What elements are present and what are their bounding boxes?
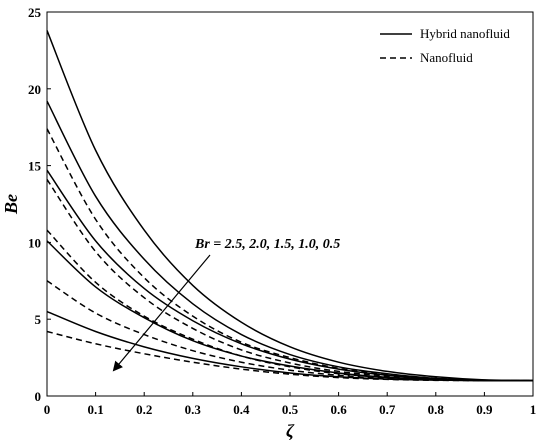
plot-frame [46,11,534,397]
y-tick-label: 5 [35,312,42,327]
y-tick-label: 10 [28,235,41,250]
y-tick-label: 20 [28,82,41,97]
x-tick-label: 0 [44,402,51,417]
hybrid-nanofluid-line-0 [46,30,534,382]
y-axis-label: Be [1,194,21,215]
legend: Hybrid nanofluid Nanofluid [380,26,510,65]
x-tick-label: 0.2 [136,402,152,417]
x-tick-label: 0.5 [282,402,299,417]
y-tick-label: 0 [35,389,42,404]
series-layer [46,30,534,382]
x-tick-label: 1 [530,402,537,417]
br-increase-arrow [112,254,211,372]
legend-label-nanofluid: Nanofluid [420,50,473,65]
x-tick-label: 0.4 [233,402,250,417]
x-tick-label: 0.1 [87,402,103,417]
x-axis-label: ζ [286,421,295,441]
y-tick-label: 15 [28,159,42,174]
nanofluid-line-5 [46,128,534,382]
x-tick-label: 0.6 [330,402,347,417]
x-tick-label: 0.7 [379,402,396,417]
nanofluid-line-6 [46,179,534,382]
y-tick-label: 25 [28,5,42,20]
legend-label-hybrid: Hybrid nanofluid [420,26,510,41]
x-tick-label: 0.9 [476,402,493,417]
br-annotation: Br = 2.5, 2.0, 1.5, 1.0, 0.5 [194,237,340,252]
nanofluid-line-8 [46,280,534,382]
x-tick-label: 0.3 [185,402,202,417]
x-tick-label: 0.8 [428,402,445,417]
